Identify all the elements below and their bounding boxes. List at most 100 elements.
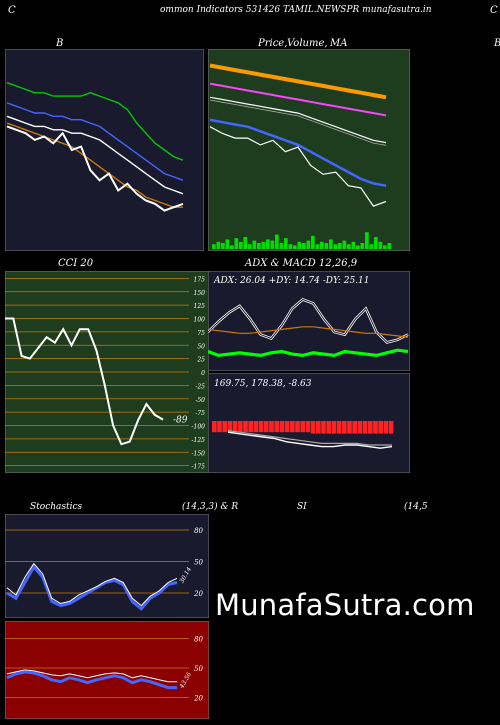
bollinger-series-3 bbox=[6, 122, 183, 208]
williams-tick-label: 20 bbox=[193, 694, 203, 702]
stoch-d bbox=[6, 562, 178, 607]
volume-bar bbox=[365, 232, 369, 249]
macd-hist-bar bbox=[243, 421, 248, 433]
volume-bar bbox=[234, 238, 239, 249]
bollinger-series-4 bbox=[6, 125, 184, 212]
volume-bar bbox=[315, 244, 320, 249]
macd-hist-bar bbox=[258, 421, 264, 433]
macd-hist-bar bbox=[300, 421, 305, 433]
adx-readout: ADX: 26.04 +DY: 14.74 -DY: 25.11 bbox=[213, 276, 370, 286]
cci-line bbox=[5, 317, 164, 446]
rsi-params: (14,5 bbox=[404, 502, 428, 512]
cci-tick-label: 125 bbox=[194, 303, 206, 310]
volume-bar bbox=[324, 243, 329, 249]
bollinger-series-1 bbox=[6, 102, 184, 181]
macd-hist-bar bbox=[248, 421, 253, 433]
cci-tick-label: 25 bbox=[196, 357, 205, 364]
volume-bar bbox=[252, 240, 257, 249]
macd-hist-bar bbox=[253, 421, 259, 433]
williams-bg bbox=[5, 621, 209, 719]
macd-hist-bar bbox=[383, 421, 389, 434]
cci-tick-label: 75 bbox=[197, 330, 205, 337]
volume-bar bbox=[360, 243, 365, 249]
page-title: ommon Indicators 531426 TAMIL.NEWSPR mun… bbox=[160, 5, 432, 15]
volume-title: Volume, bbox=[287, 38, 328, 49]
volume-bar bbox=[329, 239, 333, 249]
volume-bar bbox=[216, 241, 221, 249]
macd-hist-bar bbox=[217, 421, 222, 433]
macd-readout: 169.75, 178.38, -8.63 bbox=[214, 379, 312, 389]
adx-chart: ADX: 26.04 +DY: 14.74 -DY: 25.11 bbox=[208, 271, 410, 371]
cci-tick-label: -175 bbox=[192, 464, 206, 471]
stoch-tick-label: 50 bbox=[194, 559, 203, 567]
williams-line bbox=[6, 670, 177, 690]
volume-bar bbox=[302, 243, 306, 249]
price-series-2 bbox=[209, 96, 387, 144]
macd-hist-bar bbox=[310, 421, 316, 434]
cci-tick-label: -125 bbox=[192, 437, 206, 444]
cci-last-label: -89 bbox=[173, 416, 188, 426]
adx-green-line bbox=[208, 348, 409, 358]
volume-bar bbox=[257, 243, 261, 249]
macd-hist-bar bbox=[316, 421, 321, 434]
cci-tick-label: -100 bbox=[192, 424, 206, 431]
stoch-k bbox=[6, 564, 178, 611]
macd-hist-bar bbox=[357, 421, 363, 434]
price-series-0 bbox=[209, 63, 387, 100]
macd-hist-bar bbox=[212, 421, 217, 433]
bollinger-bg bbox=[5, 49, 204, 251]
macd-hist-bar bbox=[290, 421, 295, 433]
macd-hist-bar bbox=[388, 421, 394, 434]
cci-tick-label: -75 bbox=[195, 410, 205, 417]
cci-tick-label: -150 bbox=[192, 450, 206, 457]
volume-bar bbox=[297, 241, 302, 249]
price-series-1 bbox=[209, 82, 387, 117]
volume-bar bbox=[212, 244, 216, 249]
volume-bar bbox=[351, 241, 356, 249]
adx-title: ADX & MACD 12,26,9 bbox=[245, 258, 358, 269]
macd-hist-bar bbox=[342, 421, 347, 434]
cci-tick-label: 150 bbox=[194, 290, 206, 297]
cci-tick-label: -25 bbox=[195, 383, 205, 390]
volume-bar bbox=[374, 237, 378, 249]
volume-bar bbox=[221, 243, 225, 249]
volume-bar bbox=[320, 241, 324, 249]
volume-bar bbox=[261, 241, 266, 249]
bollinger-chart bbox=[5, 49, 204, 251]
stoch-tick-label: 20 bbox=[193, 590, 203, 598]
volume-bar bbox=[356, 245, 360, 249]
macd-hist-bar bbox=[352, 421, 357, 434]
williams-tick-label: 80 bbox=[194, 636, 203, 644]
macd-hist-bar bbox=[264, 421, 269, 433]
volume-bar bbox=[293, 245, 297, 249]
volume-bar bbox=[383, 245, 387, 249]
macd-hist-bar bbox=[336, 421, 342, 434]
stoch-title: Stochastics bbox=[30, 502, 83, 512]
volume-bar bbox=[333, 244, 338, 249]
cci-title: CCI 20 bbox=[58, 258, 94, 269]
volume-bar bbox=[306, 240, 311, 249]
bollinger-title: B bbox=[56, 38, 64, 49]
macd-hist-bar bbox=[305, 421, 311, 433]
volume-bar bbox=[342, 240, 347, 249]
stoch-tick-label: 80 bbox=[194, 527, 203, 535]
rsi-title: SI bbox=[297, 502, 307, 512]
volume-bar bbox=[275, 234, 279, 249]
adx-line-inner bbox=[208, 298, 409, 343]
cci-tick-label: 100 bbox=[194, 317, 206, 324]
macd-hist-bar bbox=[373, 421, 378, 434]
bollinger-series-2 bbox=[6, 115, 184, 195]
volume-bar bbox=[378, 241, 383, 249]
volume-bar bbox=[248, 244, 252, 249]
price-title: Price, bbox=[258, 38, 288, 49]
macd-hist-bar bbox=[295, 421, 300, 433]
macd-hist-bar bbox=[227, 421, 233, 433]
macd-chart: 169.75, 178.38, -8.63 bbox=[208, 373, 410, 473]
cci-tick-label: -50 bbox=[195, 397, 205, 404]
price-series-4 bbox=[209, 126, 387, 207]
stoch-bg bbox=[5, 514, 209, 618]
cci-tick-label: 50 bbox=[197, 343, 205, 350]
volume-bar bbox=[369, 244, 374, 249]
williams-signal bbox=[6, 669, 177, 683]
next-panel-letter: B bbox=[494, 38, 500, 49]
